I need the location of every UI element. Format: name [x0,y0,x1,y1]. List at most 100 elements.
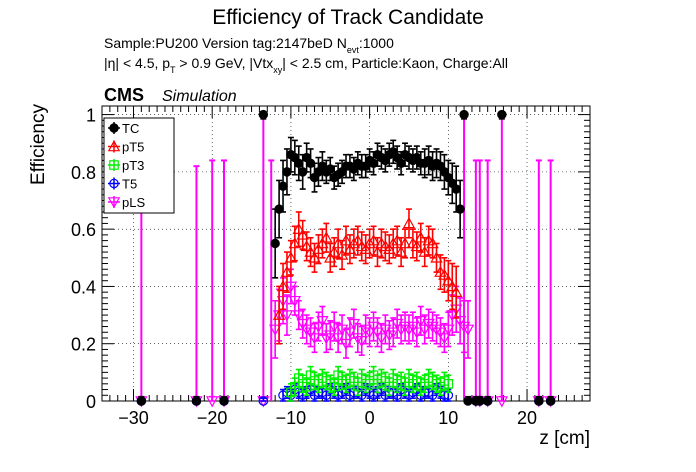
data-point [398,237,412,249]
data-point [363,237,376,249]
simulation-label: Simulation [162,88,237,105]
data-point [191,396,202,406]
data-point [205,396,219,408]
data-point [379,324,392,336]
data-point [430,251,443,263]
data-point [294,158,304,168]
data-point [304,327,317,339]
data-point [363,327,376,339]
data-point [292,222,305,234]
y-tick-label: 0.4 [71,277,96,297]
data-point [430,324,443,336]
y-tick-label: 0.8 [71,163,96,183]
data-point [351,333,365,345]
data-point [258,396,269,406]
data-point [324,251,337,263]
series-pt5 [272,208,463,345]
axes: −30 −20 −10 0 10 20 0 0.2 0.4 0.6 0.8 1 [71,105,591,428]
sample-info-line1: Sample:PU200 Version tag:2147beD Nevt:10… [104,35,394,55]
data-point [329,381,339,392]
data-point [414,316,427,328]
x-tick-label: 10 [438,408,458,428]
data-point [371,327,384,339]
data-point [438,333,451,345]
data-point [390,234,404,246]
data-point [442,274,455,286]
y-tick-label: 0.2 [71,335,96,355]
data-point [296,318,309,331]
data-point [320,231,333,243]
data-point [288,237,302,249]
data-point [327,321,341,333]
data-point [276,279,290,292]
legend-marker [107,197,121,209]
data-point [482,396,493,406]
legend-marker [109,178,119,189]
data-point [426,321,439,333]
y-axis-label: Efficiency [28,104,49,185]
x-axis-label: z [cm] [539,428,590,449]
data-point [398,321,412,333]
data-point [418,245,431,257]
data-point [371,245,384,257]
data-point [339,338,353,351]
data-point [459,109,469,120]
legend-label: pLS [122,195,145,210]
data-point [280,310,294,322]
series-pt3 [286,365,454,402]
data-point [300,324,313,336]
data-point [534,396,544,406]
data-point [475,396,485,406]
data-point [383,242,396,255]
data-point [449,285,463,297]
data-point [394,245,408,257]
data-point [272,308,286,320]
x-tick-label: 0 [365,408,375,428]
data-point [402,216,416,229]
y-tick-label: 0.6 [71,220,96,240]
data-point [406,321,420,333]
data-point [367,234,380,246]
x-tick-label: −10 [276,408,307,428]
data-point [343,242,357,255]
data-point [443,379,454,389]
data-point [136,396,147,406]
data-point [300,239,313,252]
data-point [461,324,475,336]
data-point [312,321,325,333]
pt-subscript: T [170,65,176,75]
data-point [301,381,312,392]
legend-marker [109,123,119,133]
data-point [331,237,345,249]
data-point [308,333,321,345]
data-point [270,238,280,249]
data-point [316,237,329,249]
data-point [410,239,424,252]
data-point [331,333,345,345]
data-point [497,109,507,120]
legend-marker [109,160,119,170]
data-point [258,109,269,120]
data-point [339,234,353,246]
data-point [359,242,372,255]
data-point [451,184,461,194]
data-point [446,279,459,292]
data-point [545,396,556,406]
x-tick-label: 20 [517,408,537,428]
data-point [296,228,309,240]
data-point [410,327,424,339]
data-point [434,327,447,339]
chart-title: Efficiency of Track Candidate [212,6,484,29]
data-point [442,324,455,336]
data-series [135,109,557,408]
data-point [355,336,368,348]
data-point [438,268,451,280]
y-tick-label: 1 [86,106,96,126]
data-point [367,321,380,333]
data-point [463,396,473,406]
data-point [327,245,341,257]
data-point [457,321,471,333]
data-point [308,251,321,263]
data-point [455,204,465,214]
